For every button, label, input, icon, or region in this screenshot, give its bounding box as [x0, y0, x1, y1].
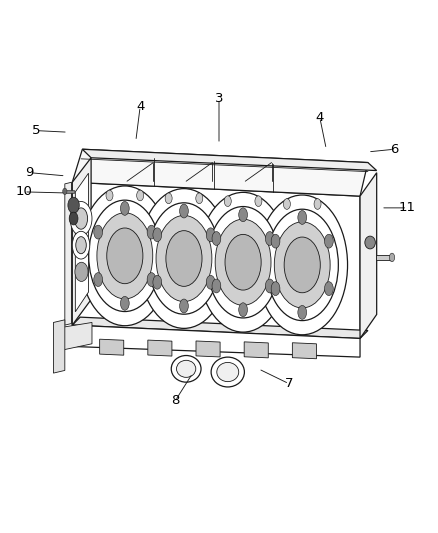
Ellipse shape: [271, 234, 280, 248]
Ellipse shape: [239, 208, 247, 222]
Ellipse shape: [274, 222, 330, 308]
Ellipse shape: [284, 237, 320, 293]
Polygon shape: [82, 149, 377, 171]
Ellipse shape: [217, 362, 239, 382]
Ellipse shape: [75, 262, 88, 281]
Text: 6: 6: [390, 143, 399, 156]
Ellipse shape: [257, 195, 348, 335]
Polygon shape: [72, 182, 360, 338]
Polygon shape: [100, 339, 124, 355]
Polygon shape: [148, 340, 172, 356]
Ellipse shape: [198, 192, 288, 332]
Polygon shape: [59, 322, 92, 351]
Text: 3: 3: [215, 92, 223, 105]
Ellipse shape: [271, 282, 280, 296]
Ellipse shape: [76, 237, 86, 254]
Polygon shape: [72, 317, 368, 338]
Ellipse shape: [196, 193, 203, 204]
Ellipse shape: [180, 204, 188, 218]
Ellipse shape: [63, 188, 67, 195]
Text: 11: 11: [399, 201, 416, 214]
Ellipse shape: [147, 273, 156, 287]
Text: 4: 4: [315, 111, 324, 124]
Text: 4: 4: [136, 100, 145, 113]
Text: 7: 7: [285, 377, 293, 390]
Ellipse shape: [212, 279, 221, 293]
Polygon shape: [72, 149, 368, 196]
Ellipse shape: [165, 193, 172, 204]
Text: 10: 10: [16, 185, 32, 198]
Polygon shape: [293, 343, 316, 359]
Ellipse shape: [255, 196, 262, 206]
Ellipse shape: [137, 190, 144, 201]
Ellipse shape: [156, 215, 212, 302]
Ellipse shape: [389, 253, 395, 262]
Polygon shape: [72, 158, 91, 325]
Ellipse shape: [265, 279, 274, 293]
Polygon shape: [65, 190, 74, 193]
Ellipse shape: [298, 211, 307, 224]
Ellipse shape: [266, 209, 338, 321]
Ellipse shape: [325, 282, 333, 296]
Ellipse shape: [166, 231, 202, 286]
Ellipse shape: [283, 199, 290, 209]
Ellipse shape: [177, 360, 196, 377]
Ellipse shape: [239, 303, 247, 317]
Ellipse shape: [211, 357, 244, 387]
Ellipse shape: [171, 356, 201, 382]
Ellipse shape: [365, 236, 375, 249]
Polygon shape: [72, 325, 360, 357]
Ellipse shape: [120, 201, 129, 215]
Polygon shape: [53, 320, 65, 373]
Ellipse shape: [68, 197, 79, 213]
Ellipse shape: [69, 212, 78, 225]
Polygon shape: [360, 173, 377, 338]
Text: 5: 5: [32, 124, 40, 137]
Ellipse shape: [207, 206, 279, 318]
Ellipse shape: [225, 235, 261, 290]
Ellipse shape: [206, 228, 215, 241]
Ellipse shape: [79, 186, 170, 326]
Ellipse shape: [107, 228, 143, 284]
Ellipse shape: [72, 231, 90, 259]
Ellipse shape: [180, 299, 188, 313]
Ellipse shape: [148, 203, 220, 314]
Ellipse shape: [88, 200, 161, 311]
Polygon shape: [65, 182, 71, 325]
Polygon shape: [75, 173, 88, 312]
Ellipse shape: [70, 201, 92, 236]
Ellipse shape: [325, 234, 333, 248]
Polygon shape: [376, 255, 392, 260]
Text: 9: 9: [25, 166, 34, 179]
Ellipse shape: [265, 231, 274, 245]
Text: 8: 8: [171, 394, 180, 407]
Ellipse shape: [94, 273, 102, 287]
Ellipse shape: [120, 296, 129, 310]
Ellipse shape: [215, 219, 271, 305]
Polygon shape: [196, 341, 220, 357]
Ellipse shape: [97, 213, 153, 299]
Ellipse shape: [138, 189, 230, 328]
Ellipse shape: [147, 225, 156, 239]
Polygon shape: [244, 342, 268, 358]
Ellipse shape: [298, 305, 307, 319]
Ellipse shape: [74, 208, 88, 229]
Ellipse shape: [94, 225, 102, 239]
Ellipse shape: [153, 276, 162, 289]
Ellipse shape: [153, 228, 162, 241]
Ellipse shape: [206, 276, 215, 289]
Ellipse shape: [314, 199, 321, 209]
Ellipse shape: [224, 196, 231, 206]
Ellipse shape: [106, 190, 113, 201]
Ellipse shape: [212, 231, 221, 245]
